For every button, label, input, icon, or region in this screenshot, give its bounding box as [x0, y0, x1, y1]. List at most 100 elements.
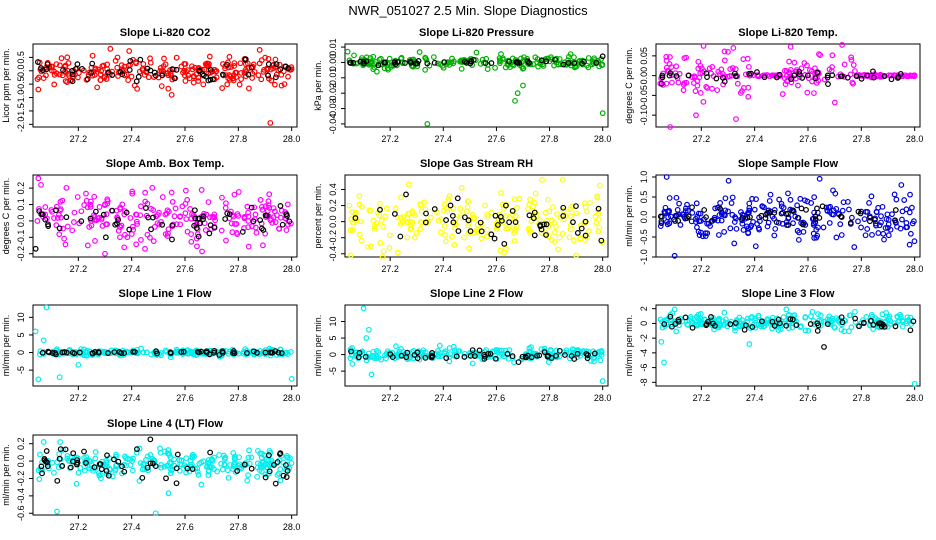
y-tick-label: 0.00: [639, 67, 649, 85]
data-point: [140, 349, 147, 356]
data-point: [805, 327, 812, 334]
data-point-outlier: [35, 86, 42, 93]
data-point: [119, 463, 125, 470]
data-point: [838, 314, 845, 321]
y-tick-label: 0.05: [639, 47, 649, 65]
y-tick-label: -4: [639, 349, 649, 357]
data-point: [199, 248, 205, 255]
data-point: [404, 234, 411, 241]
data-point: [412, 234, 418, 241]
y-tick-label: -0.05: [639, 85, 649, 106]
data-point: [526, 226, 532, 232]
data-point: [729, 65, 736, 71]
x-tick-label: 27.8: [853, 264, 871, 274]
y-tick-label: 5: [328, 336, 338, 341]
data-point: [103, 76, 110, 82]
chart-title: Slope Amb. Box Temp.: [106, 158, 225, 170]
data-point: [786, 58, 793, 65]
data-point: [885, 221, 892, 228]
series-all: [347, 305, 606, 384]
data-point: [582, 218, 589, 225]
data-point: [200, 72, 207, 79]
data-point: [570, 237, 577, 244]
x-tick-label: 27.8: [230, 522, 248, 532]
data-point: [373, 355, 380, 362]
data-point: [107, 466, 113, 473]
data-point: [392, 205, 399, 212]
data-point: [148, 205, 154, 212]
data-point: [122, 231, 128, 238]
data-point: [667, 313, 674, 320]
x-tick-label: 28.0: [906, 393, 924, 403]
data-point: [251, 68, 258, 75]
data-point: [42, 204, 49, 210]
data-point: [824, 72, 831, 79]
series-selected: [38, 436, 291, 487]
data-point: [218, 460, 224, 467]
data-point: [708, 217, 715, 224]
data-point: [83, 190, 89, 197]
data-point: [449, 55, 455, 62]
data-point: [69, 67, 76, 74]
data-point: [482, 202, 488, 209]
data-point: [482, 60, 489, 67]
data-point: [483, 233, 490, 240]
data-point: [262, 54, 269, 61]
data-point: [265, 55, 272, 62]
data-point: [573, 203, 579, 210]
data-point: [129, 223, 136, 230]
chart-panel-7: Slope Line 1 Flow ml/min per min. -5 0 5 10 27…: [1, 288, 300, 403]
data-point: [805, 75, 812, 82]
data-point: [87, 203, 94, 210]
data-point: [457, 205, 464, 212]
data-point: [870, 68, 876, 75]
data-point: [437, 350, 443, 356]
data-point: [92, 237, 98, 244]
data-point: [221, 456, 228, 462]
data-point: [885, 232, 892, 239]
data-point: [402, 60, 408, 66]
y-tick-label: -0.4: [16, 488, 26, 504]
data-point: [123, 209, 130, 216]
data-point-outlier: [520, 82, 526, 89]
data-point: [719, 318, 726, 324]
data-point: [851, 244, 858, 250]
data-point: [184, 465, 191, 472]
data-point: [161, 55, 167, 62]
data-point: [888, 76, 895, 83]
data-point: [682, 314, 689, 321]
y-tick-label: -0.1: [16, 230, 26, 246]
data-point: [497, 213, 504, 220]
data-point: [794, 202, 801, 209]
data-point: [466, 245, 473, 252]
data-point: [422, 55, 429, 62]
data-point: [56, 451, 63, 458]
data-point: [70, 219, 77, 225]
data-point: [812, 75, 819, 82]
data-point: [260, 227, 267, 233]
data-point: [814, 320, 821, 327]
data-point: [585, 55, 592, 61]
data-point: [596, 216, 602, 223]
data-point: [577, 222, 584, 229]
data-point: [764, 223, 771, 230]
data-point: [838, 232, 845, 238]
y-tick-label: 10: [328, 317, 338, 327]
data-point: [702, 233, 709, 240]
data-point: [876, 222, 883, 229]
data-point: [692, 219, 699, 225]
x-tick-label: 27.4: [123, 134, 141, 144]
data-point: [727, 225, 734, 232]
data-point: [104, 452, 110, 459]
data-point: [375, 62, 382, 69]
data-point-outlier: [32, 328, 39, 335]
data-point: [149, 184, 156, 191]
data-point: [245, 472, 251, 479]
data-point: [833, 234, 840, 241]
data-point: [236, 81, 243, 88]
data-point: [95, 470, 102, 477]
data-point: [207, 449, 214, 456]
data-point: [201, 210, 207, 217]
data-point: [446, 354, 453, 361]
data-point: [513, 204, 520, 211]
